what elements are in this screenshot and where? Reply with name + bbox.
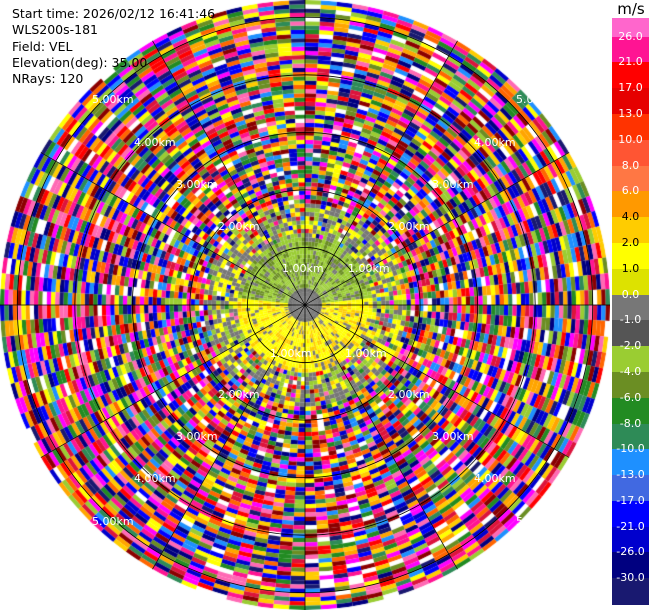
range-label-1km-right-bottom: 1.00km [345, 347, 387, 360]
colorbar-tick-label: 4.0 [621, 210, 640, 224]
colorbar-cell [612, 500, 649, 528]
colorbar-tick-label: 17.0 [618, 81, 643, 95]
colorbar-cell [612, 320, 649, 347]
elevation-text: Elevation(deg): 35.00 [12, 54, 148, 70]
azimuth-spokes [0, 0, 610, 610]
range-label-3km-topleft: 3.00km [176, 178, 218, 191]
range-label-2km-botleft: 2.00km [218, 388, 260, 401]
colorbar-tick-label: -10.0 [616, 442, 645, 456]
colorbar-cell [612, 346, 649, 373]
range-labels: 1.00km 1.00km 1.00km 1.00km 2.00km 2.00k… [92, 93, 558, 528]
colorbar-tick-label: -1.0 [619, 313, 642, 327]
colorbar-tick-label: -2.0 [619, 339, 642, 353]
colorbar-cell [612, 578, 649, 605]
range-label-2km-topleft: 2.00km [218, 220, 260, 233]
colorbar-cell [612, 139, 649, 167]
colorbar-cell [612, 475, 649, 502]
colorbar-tick-label: 10.0 [618, 132, 643, 146]
azimuth-spoke [304, 152, 570, 306]
colorbar-tick-label: -17.0 [616, 493, 645, 507]
colorbar-cell [612, 165, 649, 192]
ppi-plot: 1.00km 1.00km 1.00km 1.00km 2.00km 2.00k… [0, 0, 610, 610]
colorbar-cell [612, 36, 649, 63]
colorbar-cell [612, 242, 649, 270]
nrays-text: NRays: 120 [12, 71, 84, 87]
colorbar-cell [612, 552, 649, 579]
range-label-5km-botright: 5.00km [516, 515, 558, 528]
start-time-text: Start time: 2026/02/12 16:41:46 [12, 6, 216, 21]
colorbar-cell [612, 113, 649, 141]
range-label-2km-botright: 2.00km [388, 388, 430, 401]
azimuth-spoke [152, 40, 306, 306]
colorbar-tick-label: 13.0 [618, 106, 643, 120]
colorbar-cell [612, 62, 649, 89]
colorbar-cell [612, 397, 649, 424]
colorbar-cell-top [612, 18, 649, 37]
range-label-5km-botleft: 5.00km [92, 515, 134, 528]
range-label-3km-botright: 3.00km [432, 430, 474, 443]
range-label-3km-topright: 3.00km [432, 178, 474, 191]
colorbar-cell [612, 217, 649, 244]
colorbar-tick-label: -26.0 [616, 545, 645, 559]
colorbar-tick-label: 1.0 [621, 261, 640, 275]
range-label-4km-topleft: 4.00km [134, 136, 176, 149]
colorbar-tick-label: -6.0 [619, 390, 642, 404]
colorbar-tick-label: -21.0 [616, 519, 645, 533]
colorbar-cell [612, 191, 649, 218]
colorbar-tick-label: 26.0 [618, 29, 643, 43]
range-label-1km-top: 1.00km [282, 262, 324, 275]
colorbar-tick-label: -30.0 [616, 571, 645, 585]
range-label-1km-bottom: 1.00km [270, 347, 312, 360]
range-label-5km-topleft: 5.00km [92, 93, 134, 106]
colorbar-cell [612, 371, 649, 399]
colorbar-cell [612, 526, 649, 553]
range-label-4km-botright: 4.00km [474, 472, 516, 485]
colorbar-tick-label: -8.0 [619, 416, 642, 430]
range-label-4km-topright: 4.00km [474, 136, 516, 149]
azimuth-spoke [40, 152, 306, 306]
range-label-2km-topright: 2.00km [388, 220, 430, 233]
colorbar-cell [612, 449, 649, 476]
range-label-5km-topright: 5.00km [516, 93, 558, 106]
azimuth-spoke [40, 304, 306, 458]
azimuth-spoke [304, 304, 458, 570]
colorbar-tick-label: 6.0 [621, 184, 640, 198]
colorbar-tick-label: 21.0 [618, 55, 643, 69]
colorbar-tick-label: -13.0 [616, 468, 645, 482]
scan-info-panel: Start time: 2026/02/12 16:41:46 WLS200s-… [12, 6, 215, 87]
range-label-4km-botleft: 4.00km [134, 472, 176, 485]
instrument-name-text: WLS200s-181 [12, 22, 98, 38]
azimuth-spoke [304, 40, 458, 306]
azimuth-spoke [152, 304, 306, 570]
colorbar-tick-label: 0.0 [621, 287, 640, 301]
colorbar-tick-label: 2.0 [621, 235, 640, 249]
range-label-3km-botleft: 3.00km [176, 430, 218, 443]
range-label-1km-right: 1.00km [348, 262, 390, 275]
azimuth-spoke [304, 304, 570, 458]
colorbar-cell [612, 268, 649, 296]
colorbar-unit-label: m/s [617, 0, 645, 18]
colorbar-cell [612, 423, 649, 450]
colorbar-cell [612, 294, 649, 321]
range-ring-overlay: 1.00km 1.00km 1.00km 1.00km 2.00km 2.00k… [0, 0, 610, 610]
colorbar-tick-label: 8.0 [621, 158, 640, 172]
field-text: Field: VEL [12, 38, 73, 54]
colorbar-cell [612, 88, 649, 115]
colorbar-tick-label: -4.0 [619, 364, 642, 378]
